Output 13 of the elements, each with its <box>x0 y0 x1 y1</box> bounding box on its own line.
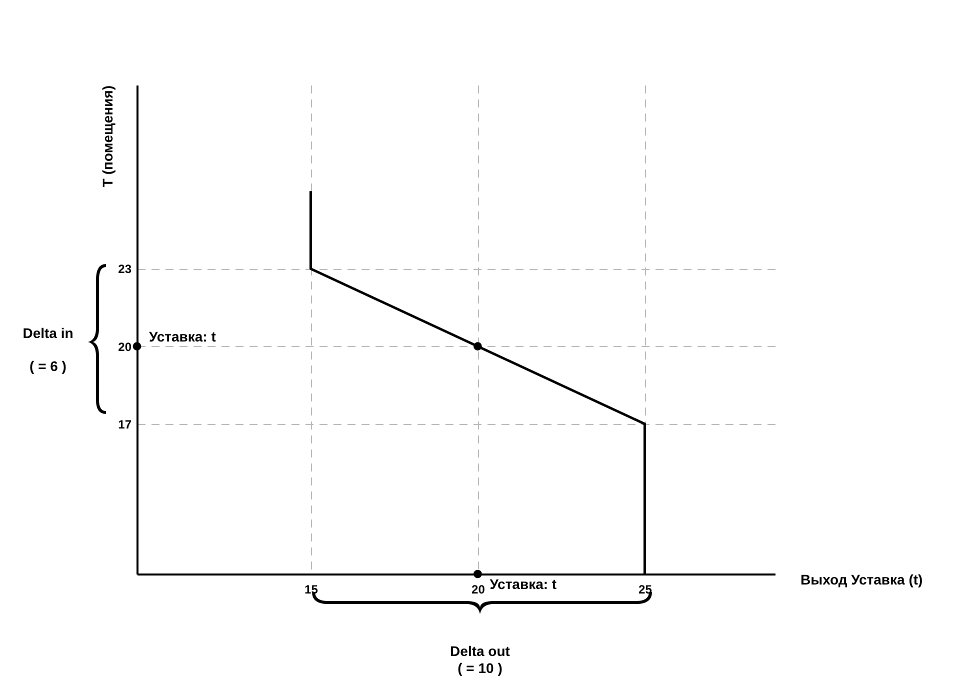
y-tick-label: 23 <box>118 262 132 276</box>
y-tick-label: 20 <box>118 340 132 354</box>
text: Delta out <box>450 643 510 659</box>
x-axis-title: Выход Уставка (t) <box>800 572 923 588</box>
text: ( = 10 ) <box>458 660 502 676</box>
x-tick-label: 25 <box>638 582 652 596</box>
y-axis-title: T (помещения) <box>100 86 116 188</box>
annotation: Уставка: t <box>149 328 216 344</box>
annotation: Уставка: t <box>490 576 557 592</box>
text: ( = 6 ) <box>30 358 66 374</box>
y-tick-label: 17 <box>118 417 132 432</box>
x-tick-label: 20 <box>472 582 486 596</box>
text: Delta in <box>22 325 74 341</box>
